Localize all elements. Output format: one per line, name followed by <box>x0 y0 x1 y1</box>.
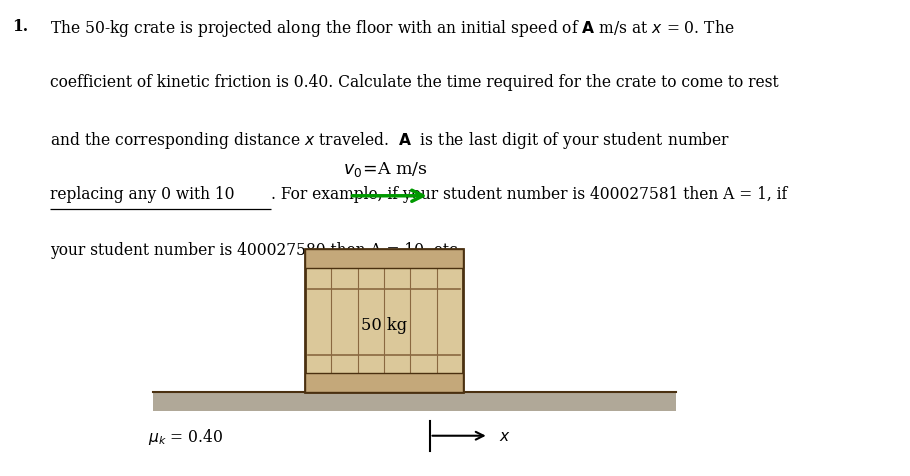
Text: and the corresponding distance $x$ traveled.  $\mathbf{A}$  is the last digit of: and the corresponding distance $x$ trave… <box>50 129 731 150</box>
Text: your student number is 400027580 then A = 10, etc.: your student number is 400027580 then A … <box>50 241 463 258</box>
Text: $x$: $x$ <box>499 427 511 444</box>
Text: . For example, if your student number is 400027581 then A = 1, if: . For example, if your student number is… <box>271 186 787 202</box>
Bar <box>305 373 463 392</box>
Text: $v_0\!=\!$A m/s: $v_0\!=\!$A m/s <box>342 160 428 179</box>
Text: coefficient of kinetic friction is 0.40. Calculate the time required for the cra: coefficient of kinetic friction is 0.40.… <box>50 74 779 91</box>
Bar <box>305 250 463 392</box>
Text: 50 kg: 50 kg <box>361 317 407 334</box>
Bar <box>153 392 676 411</box>
Bar <box>305 250 463 268</box>
Text: $\mu_k$ = 0.40: $\mu_k$ = 0.40 <box>147 426 223 446</box>
Text: replacing any 0 with 10: replacing any 0 with 10 <box>50 186 235 202</box>
Text: The 50-kg crate is projected along the floor with an initial speed of $\mathbf{A: The 50-kg crate is projected along the f… <box>50 18 734 39</box>
Text: 1.: 1. <box>13 18 28 35</box>
